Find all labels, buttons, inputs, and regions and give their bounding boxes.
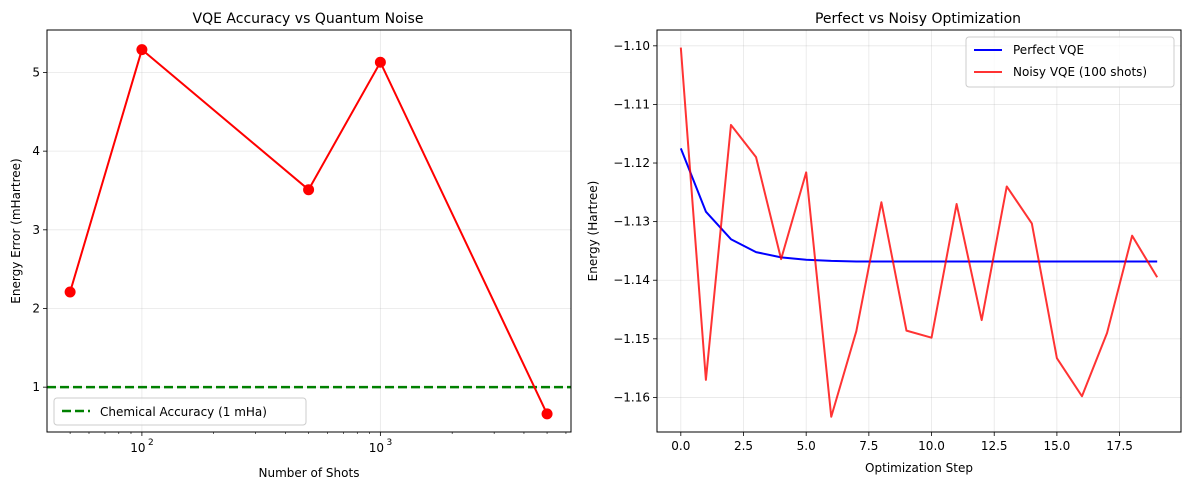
y-tick-label: 3 (32, 223, 40, 237)
chart-right-grid (657, 30, 1181, 432)
legend-label-perfect-vqe: Perfect VQE (1013, 43, 1084, 57)
y-tick-label: −1.16 (613, 390, 650, 404)
chart-right-frame (656, 29, 1182, 433)
chart-left-xticks: 10 2 10 3 (69, 432, 567, 455)
chart-left-legend: Chemical Accuracy (1 mHa) (53, 397, 307, 426)
data-point (541, 408, 553, 420)
y-tick-label: −1.12 (613, 156, 650, 170)
chart-right-legend: Perfect VQE Noisy VQE (100 shots) (965, 36, 1175, 88)
y-tick-label: 1 (32, 380, 40, 394)
x-tick-label-exponent: 3 (387, 438, 393, 448)
chart-right-xlabel: Optimization Step (865, 461, 973, 475)
chart-right: Perfect vs Noisy Optimization 0.0 2.5 5.0 7… (586, 11, 1182, 475)
perfect-vqe-line (679, 148, 1158, 263)
y-tick-label: −1.13 (613, 215, 650, 229)
y-tick-label: 2 (32, 301, 40, 315)
y-tick-label: −1.10 (613, 39, 650, 53)
chart-right-xticks: 0.0 2.5 5.0 7.5 10.0 12.5 15.0 17.5 (671, 432, 1133, 453)
data-point (303, 184, 315, 196)
y-tick-label: −1.11 (613, 97, 650, 111)
chart-left-yticks: 1 2 3 4 5 (32, 65, 47, 394)
y-tick-label: 5 (32, 65, 40, 79)
x-tick-label: 12.5 (981, 439, 1008, 453)
y-tick-label: −1.15 (613, 332, 650, 346)
x-tick-label: 10.0 (918, 439, 945, 453)
legend-box (53, 397, 307, 426)
x-tick-label-exponent: 2 (148, 438, 154, 448)
y-tick-label: 4 (32, 144, 40, 158)
chart-left-frame (46, 29, 572, 433)
x-tick-label: 0.0 (671, 439, 690, 453)
chart-left-grid (47, 30, 571, 432)
x-tick-label: 10 (130, 441, 145, 455)
x-tick-label: 10 (369, 441, 384, 455)
chart-left-series (64, 44, 553, 420)
data-point (374, 56, 386, 68)
chart-left-ylabel: Energy Error (mHartree) (9, 158, 23, 303)
legend-label-chemical-accuracy: Chemical Accuracy (1 mHa) (100, 405, 267, 419)
noisy-vqe-line (679, 47, 1159, 418)
data-point (136, 44, 148, 56)
chart-right-series (679, 47, 1159, 418)
chart-right-ylabel: Energy (Hartree) (586, 181, 600, 282)
y-tick-label: −1.14 (613, 273, 650, 287)
legend-label-noisy-vqe: Noisy VQE (100 shots) (1013, 65, 1147, 79)
chart-left-xlabel: Number of Shots (259, 466, 360, 480)
x-tick-label: 5.0 (797, 439, 816, 453)
data-point (64, 286, 76, 298)
chart-right-yticks: −1.10 −1.11 −1.12 −1.13 −1.14 −1.15 −1.16 (613, 39, 657, 404)
chart-left-title: VQE Accuracy vs Quantum Noise (193, 11, 424, 27)
x-tick-label: 7.5 (859, 439, 878, 453)
chart-right-title: Perfect vs Noisy Optimization (815, 11, 1021, 27)
x-tick-label: 15.0 (1044, 439, 1071, 453)
chart-left: VQE Accuracy vs Quantum Noise 10 2 10 3 123… (9, 11, 572, 480)
x-tick-label: 2.5 (734, 439, 753, 453)
legend-box (965, 36, 1175, 88)
x-tick-label: 17.5 (1106, 439, 1133, 453)
